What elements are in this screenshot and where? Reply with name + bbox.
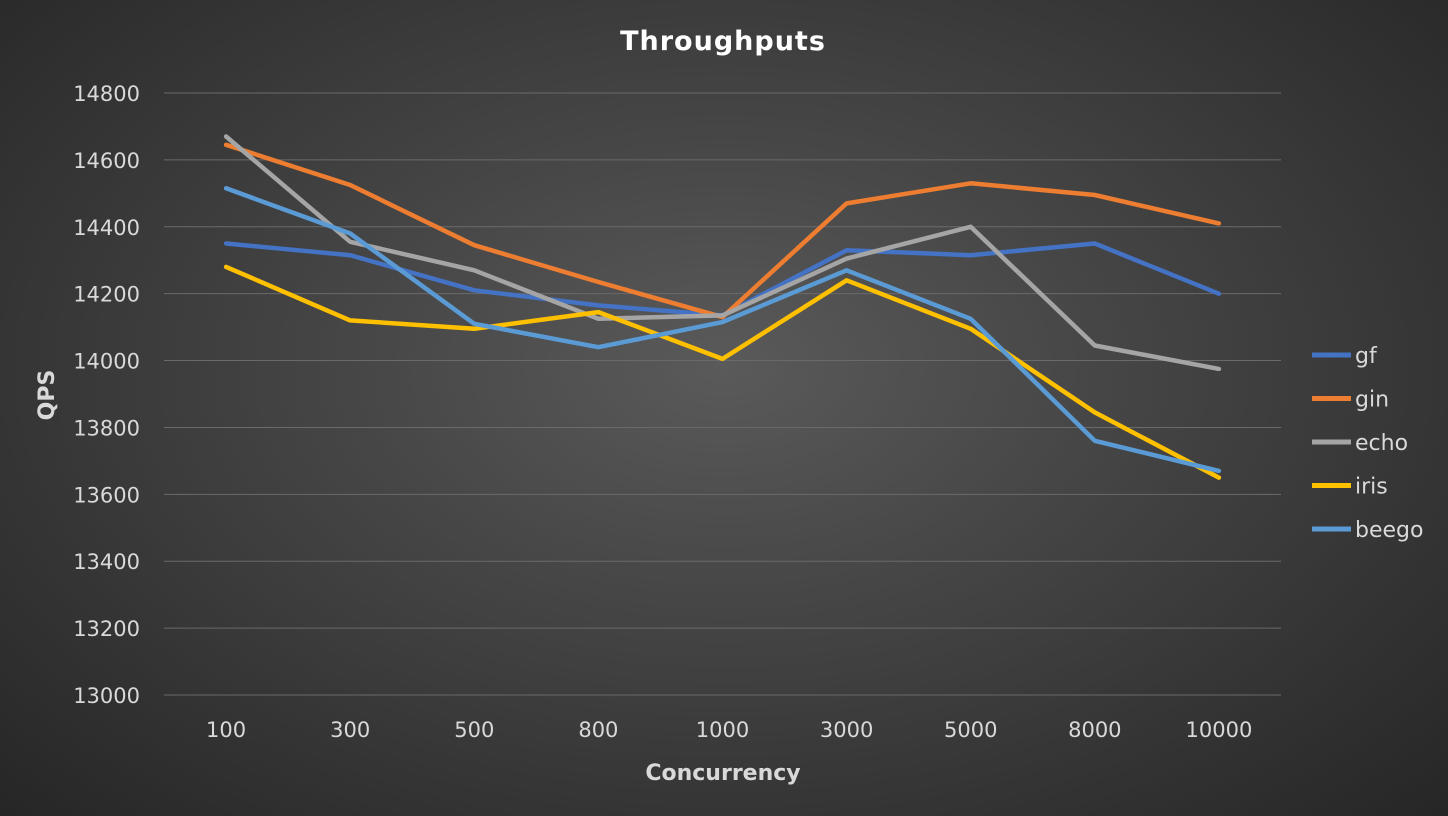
x-tick-label: 3000 [820,718,873,742]
y-axis-ticks: 13000 13200 13400 13600 13800 14000 14200 14400… [73,82,140,708]
x-axis-ticks: 100 300 500 800 1000 3000 5000 8000 10000 [206,718,1252,742]
y-tick-label: 13000 [73,684,140,708]
series-line-gin [223,142,1222,320]
y-tick-label: 13400 [73,550,140,574]
x-tick-label: 1000 [696,718,749,742]
x-tick-label: 300 [330,718,370,742]
y-tick-label: 14800 [73,82,140,106]
y-tick-label: 14000 [73,350,140,374]
y-tick-label: 14200 [73,283,140,307]
legend-label-gin: gin [1355,388,1389,413]
x-tick-label: 500 [454,718,494,742]
series-lines [223,134,1222,480]
y-tick-label: 13800 [73,416,140,440]
series-line-iris [223,264,1222,480]
y-axis-title: QPS [35,370,60,421]
x-tick-label: 10000 [1186,718,1253,742]
legend: gf gin echo iris beego [1312,344,1423,543]
x-tick-label: 8000 [1068,718,1121,742]
legend-label-gf: gf [1355,344,1378,369]
y-tick-label: 13600 [73,483,140,507]
gridlines [164,92,1281,696]
legend-label-echo: echo [1355,431,1408,456]
y-tick-label: 14600 [73,149,140,173]
series-line-beego [223,186,1222,474]
x-axis-title: Concurrency [645,761,800,786]
x-tick-label: 800 [578,718,618,742]
chart-title: Throughputs [620,26,826,57]
series-line-echo [223,134,1222,372]
x-tick-label: 100 [206,718,246,742]
legend-label-iris: iris [1355,475,1388,500]
x-tick-label: 5000 [944,718,997,742]
y-tick-label: 13200 [73,617,140,641]
y-tick-label: 14400 [73,216,140,240]
legend-label-beego: beego [1355,518,1423,543]
